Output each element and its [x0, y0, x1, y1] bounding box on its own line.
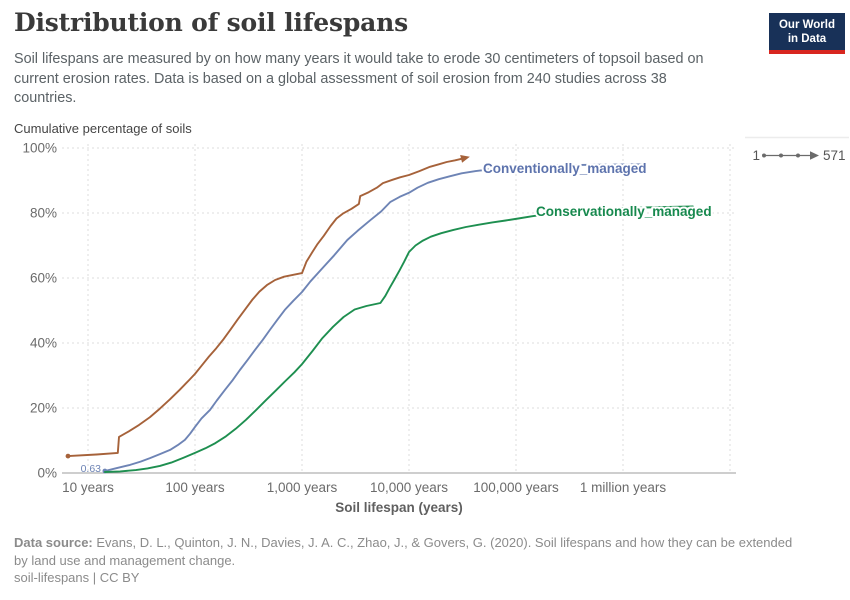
- series-end-arrow-icon: [460, 154, 470, 163]
- license-line: soil-lifespans | CC BY: [14, 570, 140, 585]
- series-label-conservationally-managed: Conservationally_managed: [536, 204, 712, 219]
- x-axis-title: Soil lifespan (years): [335, 500, 463, 515]
- timeline-start-label: 1: [752, 148, 760, 163]
- timeline-widget[interactable]: 1 571: [745, 136, 849, 164]
- y-tick-label: 40%: [30, 336, 57, 351]
- data-source: Data source: Evans, D. L., Quinton, J. N…: [14, 534, 806, 569]
- x-tick-label: 1 million years: [580, 480, 667, 495]
- first-value-label: 0.63: [81, 463, 102, 475]
- x-tick-label: 10,000 years: [370, 480, 448, 495]
- owid-logo: Our World in Data: [769, 13, 845, 54]
- data-source-label: Data source:: [14, 535, 93, 550]
- y-axis-title: Cumulative percentage of soils: [14, 121, 192, 136]
- timeline-end-label: 571: [823, 148, 846, 163]
- page-title: Distribution of soil lifespans: [14, 8, 408, 37]
- series-line: [103, 205, 694, 473]
- y-tick-label: 100%: [22, 141, 57, 156]
- y-tick-label: 60%: [30, 271, 57, 286]
- timeline-arrow-icon: [810, 151, 819, 160]
- data-source-text: Evans, D. L., Quinton, J. N., Davies, J.…: [14, 535, 793, 568]
- y-gridlines: 0% 20% 40% 60% 80% 100%: [22, 141, 736, 481]
- x-tick-label: 10 years: [62, 480, 114, 495]
- series-line: [67, 157, 465, 458]
- y-tick-label: 0%: [37, 466, 57, 481]
- series-line: [103, 163, 646, 472]
- timeline-dot[interactable]: [762, 153, 766, 158]
- y-tick-label: 20%: [30, 401, 57, 416]
- x-tick-label: 100 years: [165, 480, 225, 495]
- series-lines: [65, 154, 694, 474]
- series-label-conventionally-managed: Conventionally_managed: [483, 161, 647, 176]
- x-tick-label: 100,000 years: [473, 480, 559, 495]
- owid-logo-line1: Our World: [778, 19, 835, 31]
- y-tick-label: 80%: [30, 206, 57, 221]
- owid-logo-line2: in Data: [787, 33, 827, 45]
- timeline-dot[interactable]: [796, 153, 800, 158]
- timeline-dot[interactable]: [779, 153, 783, 158]
- x-tick-label: 1,000 years: [267, 480, 338, 495]
- chart-subtitle: Soil lifespans are measured by on how ma…: [14, 51, 704, 106]
- series-start-dot: [65, 453, 71, 459]
- x-gridlines: 10 years 100 years 1,000 years 10,000 years…: [62, 144, 731, 495]
